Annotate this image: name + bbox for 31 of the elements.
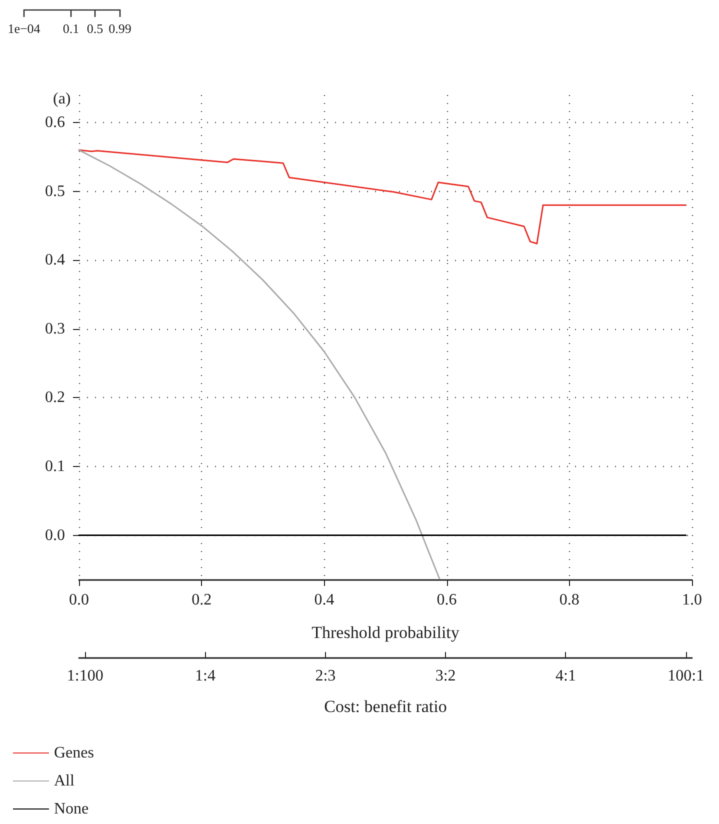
text: 100:1 — [668, 668, 704, 684]
text: 1e−04 — [8, 21, 41, 36]
y-tick-label: 0.3 — [45, 320, 65, 338]
text: 1:100 — [66, 668, 104, 684]
y-tick-label: 0.4 — [45, 252, 65, 269]
x-tick-label: 0.2 — [192, 592, 212, 608]
chart-title: (a) — [53, 90, 71, 108]
x-tick-label: 1.0 — [682, 592, 702, 608]
legend-label: Genes — [54, 744, 94, 762]
text: 0.99 — [108, 21, 132, 36]
legend-label: None — [54, 800, 89, 818]
x-tick-label: 0.6 — [436, 592, 457, 608]
y-tick-label: 0.2 — [45, 389, 65, 406]
text: 4:1 — [555, 668, 576, 684]
y-tick-label: 0.1 — [45, 458, 65, 475]
legend-label: All — [54, 772, 75, 790]
x-tick-label: 0.4 — [314, 592, 334, 608]
y-tick-label: 0.0 — [45, 526, 65, 544]
y-tick-label: 0.5 — [45, 182, 65, 200]
text: 0.1 — [62, 21, 80, 36]
x-axis-title: Threshold probability — [312, 623, 460, 642]
text: 3:2 — [435, 668, 456, 684]
line-series — [78, 149, 687, 244]
text: 1:4 — [195, 668, 216, 684]
y-tick-label: 0.6 — [45, 114, 65, 132]
text: 0.5 — [86, 21, 104, 36]
text: 2:3 — [315, 668, 336, 684]
x2-axis-title: Cost: benefit ratio — [324, 697, 447, 716]
line-series — [78, 149, 440, 580]
x-tick-label: 0.8 — [559, 592, 580, 608]
x-tick-label: 0.0 — [69, 592, 89, 608]
